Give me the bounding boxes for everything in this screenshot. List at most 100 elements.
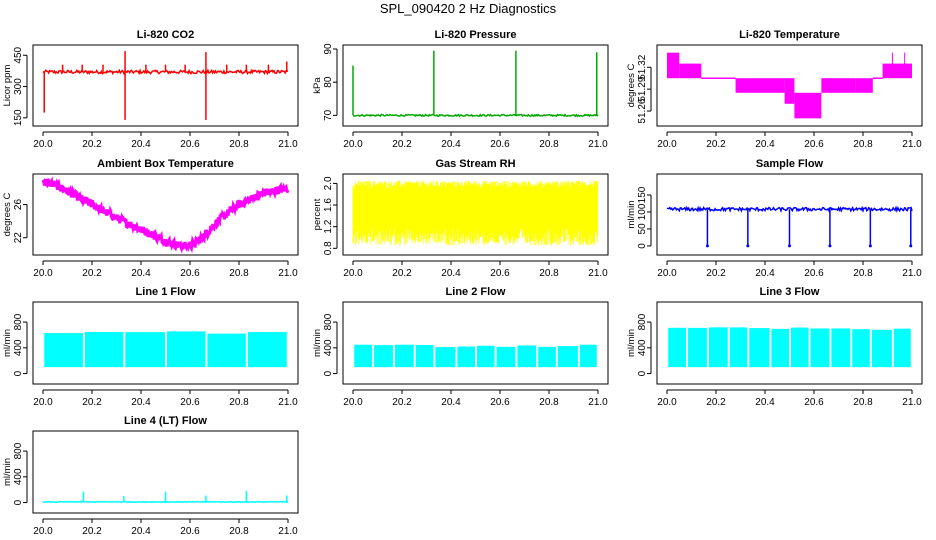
y-tick-label: 26 (13, 199, 24, 211)
x-tick-label: 20.0 (33, 139, 53, 150)
y-tick-label: 1.6 (323, 198, 334, 212)
series-block (207, 333, 247, 368)
x-tick-label: 20.8 (229, 526, 249, 537)
series-block (394, 344, 415, 368)
x-tick-label: 20.0 (657, 139, 677, 150)
series-block (415, 344, 434, 368)
x-tick-label: 20.8 (539, 139, 559, 150)
y-tick-label: 22 (13, 232, 24, 244)
plot-frame (656, 173, 923, 256)
series-block (84, 331, 124, 368)
x-tick-label: 20.4 (441, 268, 461, 279)
x-tick-label: 21.0 (902, 268, 922, 279)
series-block (44, 333, 84, 368)
x-tick-label: 20.6 (490, 139, 510, 150)
y-axis-label: ml/min (2, 329, 13, 357)
x-tick-label: 20.8 (853, 397, 873, 408)
chart-title: Line 1 Flow (136, 286, 196, 298)
x-tick-label: 20.2 (706, 268, 726, 279)
series-block (374, 345, 394, 368)
series-line (352, 180, 598, 246)
series-block (668, 327, 687, 368)
chart-title: Ambient Box Temperature (97, 158, 234, 170)
y-tick-label: 400 (637, 339, 648, 356)
x-tick-label: 21.0 (278, 397, 298, 408)
x-tick-label: 20.8 (229, 139, 249, 150)
series-block (435, 347, 456, 368)
data-series (41, 176, 290, 254)
data-series (42, 51, 289, 120)
x-tick-label: 21.0 (588, 397, 608, 408)
series-block (729, 327, 748, 368)
series-band (679, 63, 702, 79)
y-tick-label: 800 (13, 442, 24, 459)
series-line (352, 113, 599, 118)
plot-frame (656, 44, 923, 127)
chart-panel: Line 3 Flow 20.0 20.2 20.4 20.6 20.8 21.0 0 400 8… (626, 286, 923, 408)
x-tick-label: 20.2 (82, 139, 102, 150)
series-block (871, 329, 893, 368)
series-point (788, 244, 791, 248)
x-tick-label: 20.6 (490, 397, 510, 408)
figure-title: SPL_090420 2 Hz Diagnostics (379, 1, 557, 16)
x-tick-label: 20.4 (131, 139, 151, 150)
x-tick-label: 20.0 (33, 397, 53, 408)
x-tick-label: 20.0 (343, 139, 363, 150)
x-tick-label: 20.6 (180, 268, 200, 279)
series-band (855, 78, 873, 93)
y-tick-label: 0 (637, 370, 648, 376)
series-line (41, 176, 290, 254)
y-tick-label: 800 (637, 313, 648, 330)
series-block (771, 328, 790, 368)
chart-title: Line 4 (LT) Flow (124, 415, 207, 427)
plot-frame (342, 301, 609, 385)
x-tick-label: 20.4 (755, 139, 775, 150)
chart-panel: Li-820 CO2 20.0 20.2 20.4 20.6 20.8 21.0 150 300… (2, 29, 299, 150)
series-block (852, 329, 871, 368)
chart-panel: Line 2 Flow 20.0 20.2 20.4 20.6 20.8 21.0 0 400 8… (312, 286, 609, 408)
chart-panel: Li-820 Temperature 20.0 20.2 20.4 20.6 20.8 21… (626, 29, 923, 150)
series-band (735, 78, 785, 93)
y-tick-label: 80 (323, 76, 334, 88)
y-tick-label: 90 (323, 43, 334, 55)
x-tick-label: 20.8 (229, 397, 249, 408)
x-tick-label: 20.2 (82, 526, 102, 537)
chart-panel: Li-820 Pressure 20.0 20.2 20.4 20.6 20.8 21.0 7… (312, 29, 609, 150)
x-tick-label: 20.2 (706, 397, 726, 408)
series-block (810, 328, 830, 368)
chart-title: Li-820 Temperature (739, 29, 840, 41)
x-tick-label: 20.4 (755, 397, 775, 408)
series-block (354, 344, 373, 368)
y-axis-label: ml/min (312, 329, 323, 357)
series-band (821, 78, 856, 93)
x-tick-label: 21.0 (278, 526, 298, 537)
chart-title: Li-820 CO2 (137, 29, 194, 41)
series-block (517, 345, 537, 368)
x-tick-label: 20.2 (82, 397, 102, 408)
y-tick-label: 400 (13, 339, 24, 356)
chart-panel: Line 1 Flow 20.0 20.2 20.4 20.6 20.8 21.0 0 400 8… (2, 286, 299, 408)
x-tick-label: 20.0 (33, 268, 53, 279)
y-tick-label: 300 (13, 78, 24, 95)
x-tick-label: 21.0 (902, 139, 922, 150)
series-block (247, 332, 287, 368)
y-tick-label: 400 (323, 339, 334, 356)
x-tick-label: 20.2 (392, 397, 412, 408)
x-tick-label: 20.6 (180, 139, 200, 150)
x-tick-label: 20.8 (853, 268, 873, 279)
x-tick-label: 20.2 (392, 268, 412, 279)
y-tick-label: 51.29 (637, 76, 648, 101)
x-tick-label: 20.4 (131, 397, 151, 408)
series-point (746, 244, 750, 248)
series-block (688, 327, 708, 368)
y-tick-label: 0.8 (323, 241, 334, 255)
y-tick-label: 400 (13, 468, 24, 485)
y-tick-label: 150 (637, 186, 648, 203)
plot-frame (32, 173, 299, 256)
y-tick-label: 0 (13, 499, 24, 505)
y-tick-label: 800 (323, 313, 334, 330)
chart-panel: Sample Flow 20.0 20.2 20.4 20.6 20.8 21.0 0 50 10… (626, 158, 923, 279)
series-block (893, 328, 911, 368)
y-axis-label: degrees C (2, 192, 13, 236)
